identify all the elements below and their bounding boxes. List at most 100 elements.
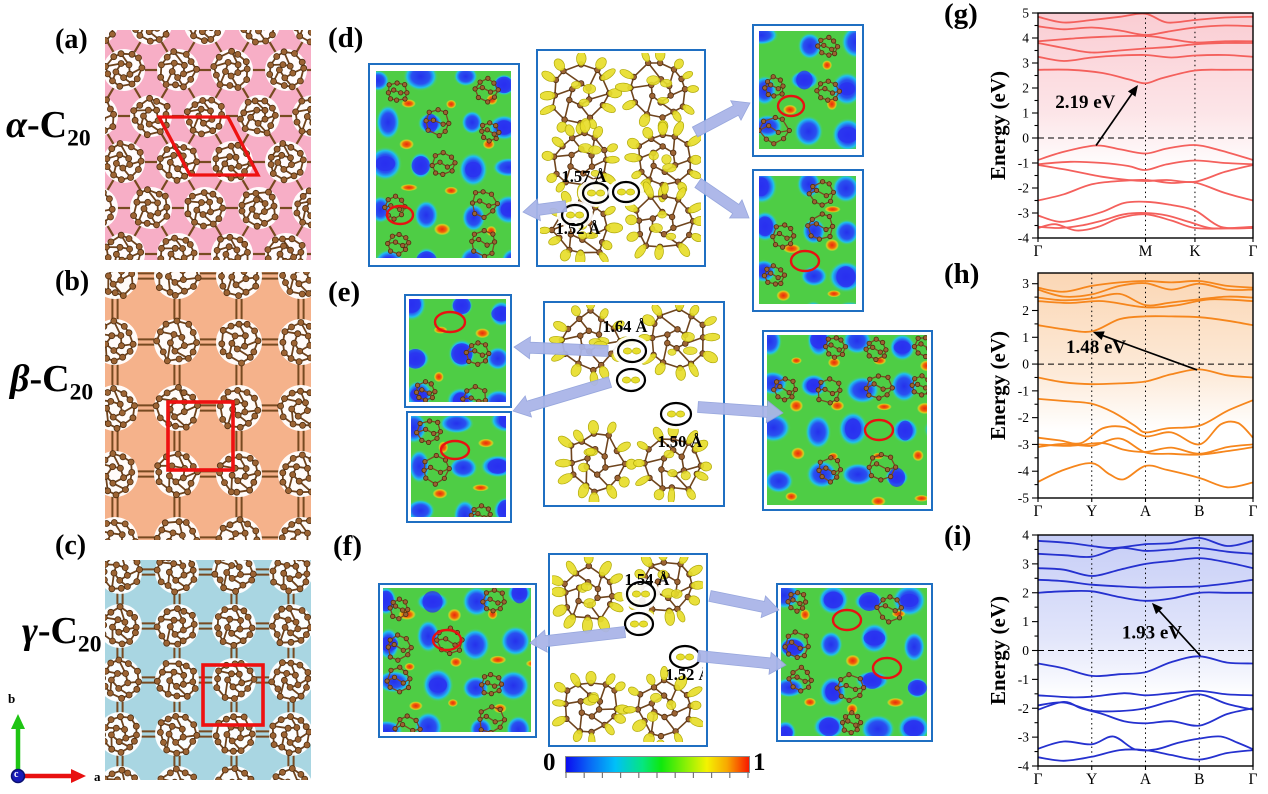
y-axis-label: Energy (eV) (986, 71, 1010, 180)
bond-length-label: 1.64 Å (603, 317, 648, 336)
panel-label-i: (i) (944, 520, 972, 552)
svg-text:3: 3 (1022, 276, 1029, 291)
svg-text:-4: -4 (1018, 231, 1029, 246)
svg-text:-3: -3 (1018, 206, 1029, 221)
elf-map-f-right (776, 583, 933, 742)
svg-text:-1: -1 (1018, 672, 1029, 687)
panel-label-b: (b) (55, 266, 90, 297)
band-structure-gamma: 4 3 2 1 0 -1 -2 -3 -4 Γ Y A B Γ Energy (eV) 1.93 eV (938, 522, 1268, 794)
svg-text:Γ: Γ (1034, 771, 1043, 788)
bond-highlight-ellipse (625, 580, 657, 608)
material-name-alpha-c20: α-C20 (6, 104, 91, 152)
svg-text:-4: -4 (1018, 464, 1029, 479)
bond-highlight-ellipse (616, 338, 648, 364)
svg-text:4: 4 (1022, 528, 1029, 543)
svg-text:3: 3 (1022, 56, 1029, 71)
svg-text:M: M (1139, 243, 1153, 260)
bond-length-label: 1.52 Å (666, 665, 703, 684)
svg-text:-3: -3 (1018, 437, 1029, 452)
svg-text:-2: -2 (1018, 701, 1029, 716)
y-axis-label: Energy (eV) (986, 331, 1010, 440)
bond-highlight-ellipse (871, 656, 903, 680)
crystal-structure-image-beta (105, 272, 311, 540)
colorbar-ticks (565, 772, 749, 778)
bond-highlight-ellipse (433, 310, 467, 334)
svg-text:A: A (1140, 503, 1152, 520)
unit-cell-outline (156, 115, 261, 177)
elf-map-d-left (368, 63, 520, 267)
band-gap-label: 1.48 eV (1066, 337, 1126, 358)
bond-highlight-ellipse (385, 204, 415, 226)
charge-density-isosurface-e: 1.64 Å 1.50 Å (543, 301, 725, 507)
svg-text:5: 5 (1022, 6, 1029, 21)
svg-text:1: 1 (1022, 614, 1029, 629)
svg-text:-3: -3 (1018, 730, 1029, 745)
svg-text:1: 1 (1022, 106, 1029, 121)
bond-highlight-ellipse (659, 401, 693, 427)
svg-text:2: 2 (1022, 303, 1029, 318)
axis-c-label: c (14, 769, 19, 780)
svg-text:4: 4 (1022, 31, 1029, 46)
connector-arrow (696, 650, 787, 676)
axis-c-origin (10, 768, 26, 784)
y-axis-label: Energy (eV) (986, 596, 1010, 705)
bond-highlight-ellipse (615, 367, 647, 393)
bond-highlight-ellipse (611, 180, 641, 204)
colorbar-max-label: 1 (753, 749, 766, 776)
bond-highlight-ellipse (863, 418, 895, 442)
panel-label-c: (c) (55, 530, 87, 561)
panel-label-h: (h) (944, 258, 980, 290)
energy-bands (1038, 536, 1253, 762)
panel-label-d: (d) (328, 22, 364, 54)
svg-text:-5: -5 (1018, 491, 1029, 506)
panel-label-e: (e) (328, 276, 361, 308)
bond-highlight-ellipse (776, 94, 806, 118)
bond-length-label: 1.54 Å (625, 570, 670, 589)
colorbar-min-label: 0 (543, 749, 556, 776)
svg-text:1: 1 (1022, 330, 1029, 345)
elf-map-e-left-bottom (406, 411, 512, 523)
elf-map-f-left (378, 583, 537, 738)
panel-label-a: (a) (55, 24, 88, 55)
panel-label-f: (f) (333, 530, 362, 562)
colorbar (565, 756, 750, 773)
svg-text:Γ: Γ (1249, 243, 1258, 260)
unit-cell-outline (166, 400, 235, 472)
svg-text:0: 0 (1022, 131, 1029, 146)
svg-text:A: A (1140, 771, 1152, 788)
svg-text:0: 0 (1022, 643, 1029, 658)
crystal-axes-indicator (10, 714, 86, 784)
svg-text:-2: -2 (1018, 181, 1029, 196)
svg-text:K: K (1189, 243, 1201, 260)
elf-map-d-right-top (752, 24, 864, 157)
greek-gamma: γ (22, 610, 38, 652)
svg-text:Γ: Γ (1249, 771, 1258, 788)
axis-b-label: b (8, 691, 16, 706)
band-structure-beta: 3 2 1 0 -1 -2 -3 -4 -5 Γ Y A B Γ Energy (eV) 1.48 eV (938, 260, 1268, 522)
svg-text:-1: -1 (1018, 383, 1029, 398)
charge-density-isosurface-f: 1.54 Å 1.52 Å (548, 553, 708, 747)
svg-text:Y: Y (1086, 771, 1097, 788)
charge-density-isosurface-d: 1.57 Å 1.52 Å (536, 49, 706, 267)
svg-text:B: B (1194, 771, 1204, 788)
band-gap-label: 2.19 eV (1055, 92, 1115, 113)
svg-text:2: 2 (1022, 81, 1029, 96)
crystal-structure-image-alpha (105, 30, 311, 260)
band-structure-alpha: 5 4 3 2 1 0 -1 -2 -3 -4 Γ M K Γ Energy (eV) 2.19 eV (938, 0, 1268, 262)
bond-length-label: 1.52 Å (556, 219, 601, 238)
bond-highlight-ellipse (831, 608, 863, 632)
bond-highlight-ellipse (623, 611, 655, 637)
greek-beta: β (10, 358, 30, 400)
svg-text:Y: Y (1086, 503, 1097, 520)
svg-text:0: 0 (1022, 357, 1029, 372)
band-structure-plot: 5 4 3 2 1 0 -1 -2 -3 -4 Γ M K Γ Energy (eV) 2.19 eV (986, 6, 1258, 261)
svg-text:-1: -1 (1018, 156, 1029, 171)
panel-label-g: (g) (944, 0, 978, 30)
band-gap-label: 1.93 eV (1122, 622, 1182, 643)
unit-cell-outline (201, 663, 265, 727)
elf-map-d-right-bottom (752, 169, 864, 312)
svg-text:Γ: Γ (1034, 503, 1043, 520)
svg-text:2: 2 (1022, 585, 1029, 600)
bond-highlight-ellipse (789, 249, 821, 273)
